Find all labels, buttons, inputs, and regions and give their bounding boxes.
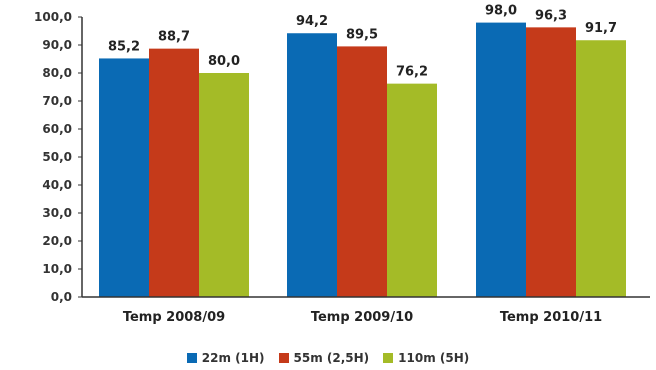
- data-label: 94,2: [296, 14, 328, 29]
- y-tick-label: 0,0: [51, 290, 72, 304]
- x-axis-categories: Temp 2008/09 Temp 2009/10 Temp 2010/11: [123, 310, 602, 325]
- data-label: 91,7: [585, 21, 617, 36]
- legend-swatch: [383, 353, 394, 363]
- legend-label: 55m (2,5H): [293, 351, 370, 365]
- data-label: 98,0: [485, 4, 517, 19]
- bar: [287, 33, 337, 298]
- x-category-label: Temp 2008/09: [123, 310, 225, 325]
- bar: [199, 73, 249, 297]
- x-category-label: Temp 2009/10: [311, 310, 413, 325]
- y-tick-label: 30,0: [42, 206, 72, 220]
- data-label: 89,5: [346, 27, 378, 42]
- legend-swatch: [186, 353, 197, 363]
- y-tick-label: 40,0: [42, 178, 72, 192]
- y-tick-label: 90,0: [42, 38, 72, 52]
- legend-item: 22m (1H): [186, 351, 265, 365]
- x-category-label: Temp 2010/11: [500, 310, 602, 325]
- bar: [99, 58, 149, 297]
- y-tick-label: 100,0: [34, 10, 72, 24]
- bar: [337, 46, 387, 298]
- y-tick-label: 20,0: [42, 234, 72, 248]
- data-label: 96,3: [535, 8, 567, 23]
- bar-chart: 0,0 10,0 20,0 30,0 40,0 50,0 60,0 70,0 80,0 90,0 1…: [34, 4, 650, 325]
- bar: [526, 27, 576, 298]
- y-tick-label: 80,0: [42, 66, 72, 80]
- data-label: 88,7: [158, 30, 190, 45]
- bar: [387, 83, 437, 297]
- legend-label: 22m (1H): [201, 351, 265, 365]
- legend-item: 55m (2,5H): [278, 351, 370, 365]
- bar: [576, 40, 626, 298]
- data-label: 76,2: [396, 65, 428, 80]
- y-tick-label: 10,0: [42, 262, 72, 276]
- data-label: 80,0: [208, 54, 240, 69]
- y-tick-label: 60,0: [42, 122, 72, 136]
- legend-item: 110m (5H): [383, 351, 469, 365]
- data-labels: 85,2 88,7 80,0 94,2 89,5 76,2 98,0 96,3 91,7: [108, 4, 617, 80]
- bar: [149, 48, 199, 297]
- y-axis-tick-marks: [78, 16, 82, 298]
- y-tick-label: 70,0: [42, 94, 72, 108]
- legend-label: 110m (5H): [398, 351, 470, 365]
- legend: 22m (1H) 55m (2,5H) 110m (5H): [0, 349, 656, 367]
- y-axis-ticks: 0,0 10,0 20,0 30,0 40,0 50,0 60,0 70,0 80,0 90,0 1…: [34, 10, 72, 304]
- data-label: 85,2: [108, 39, 140, 54]
- y-tick-label: 50,0: [42, 150, 72, 164]
- legend-swatch: [278, 353, 289, 363]
- bars: [99, 22, 626, 298]
- bar: [476, 22, 526, 297]
